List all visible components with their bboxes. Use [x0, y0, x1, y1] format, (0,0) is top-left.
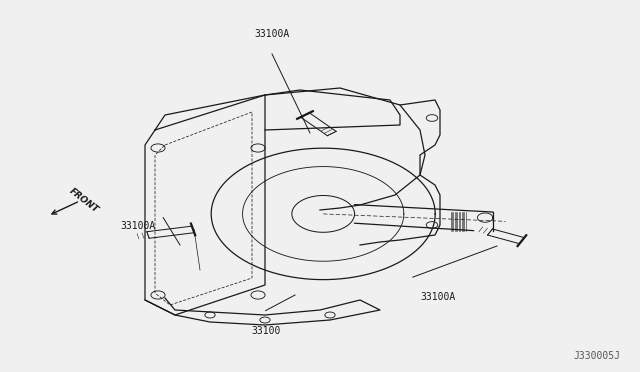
- Text: 33100: 33100: [251, 326, 280, 336]
- Text: 33100A: 33100A: [420, 292, 456, 302]
- Text: FRONT: FRONT: [67, 187, 100, 215]
- Text: J330005J: J330005J: [574, 351, 621, 361]
- Text: 33100A: 33100A: [254, 29, 290, 39]
- Text: 33100A: 33100A: [120, 221, 156, 231]
